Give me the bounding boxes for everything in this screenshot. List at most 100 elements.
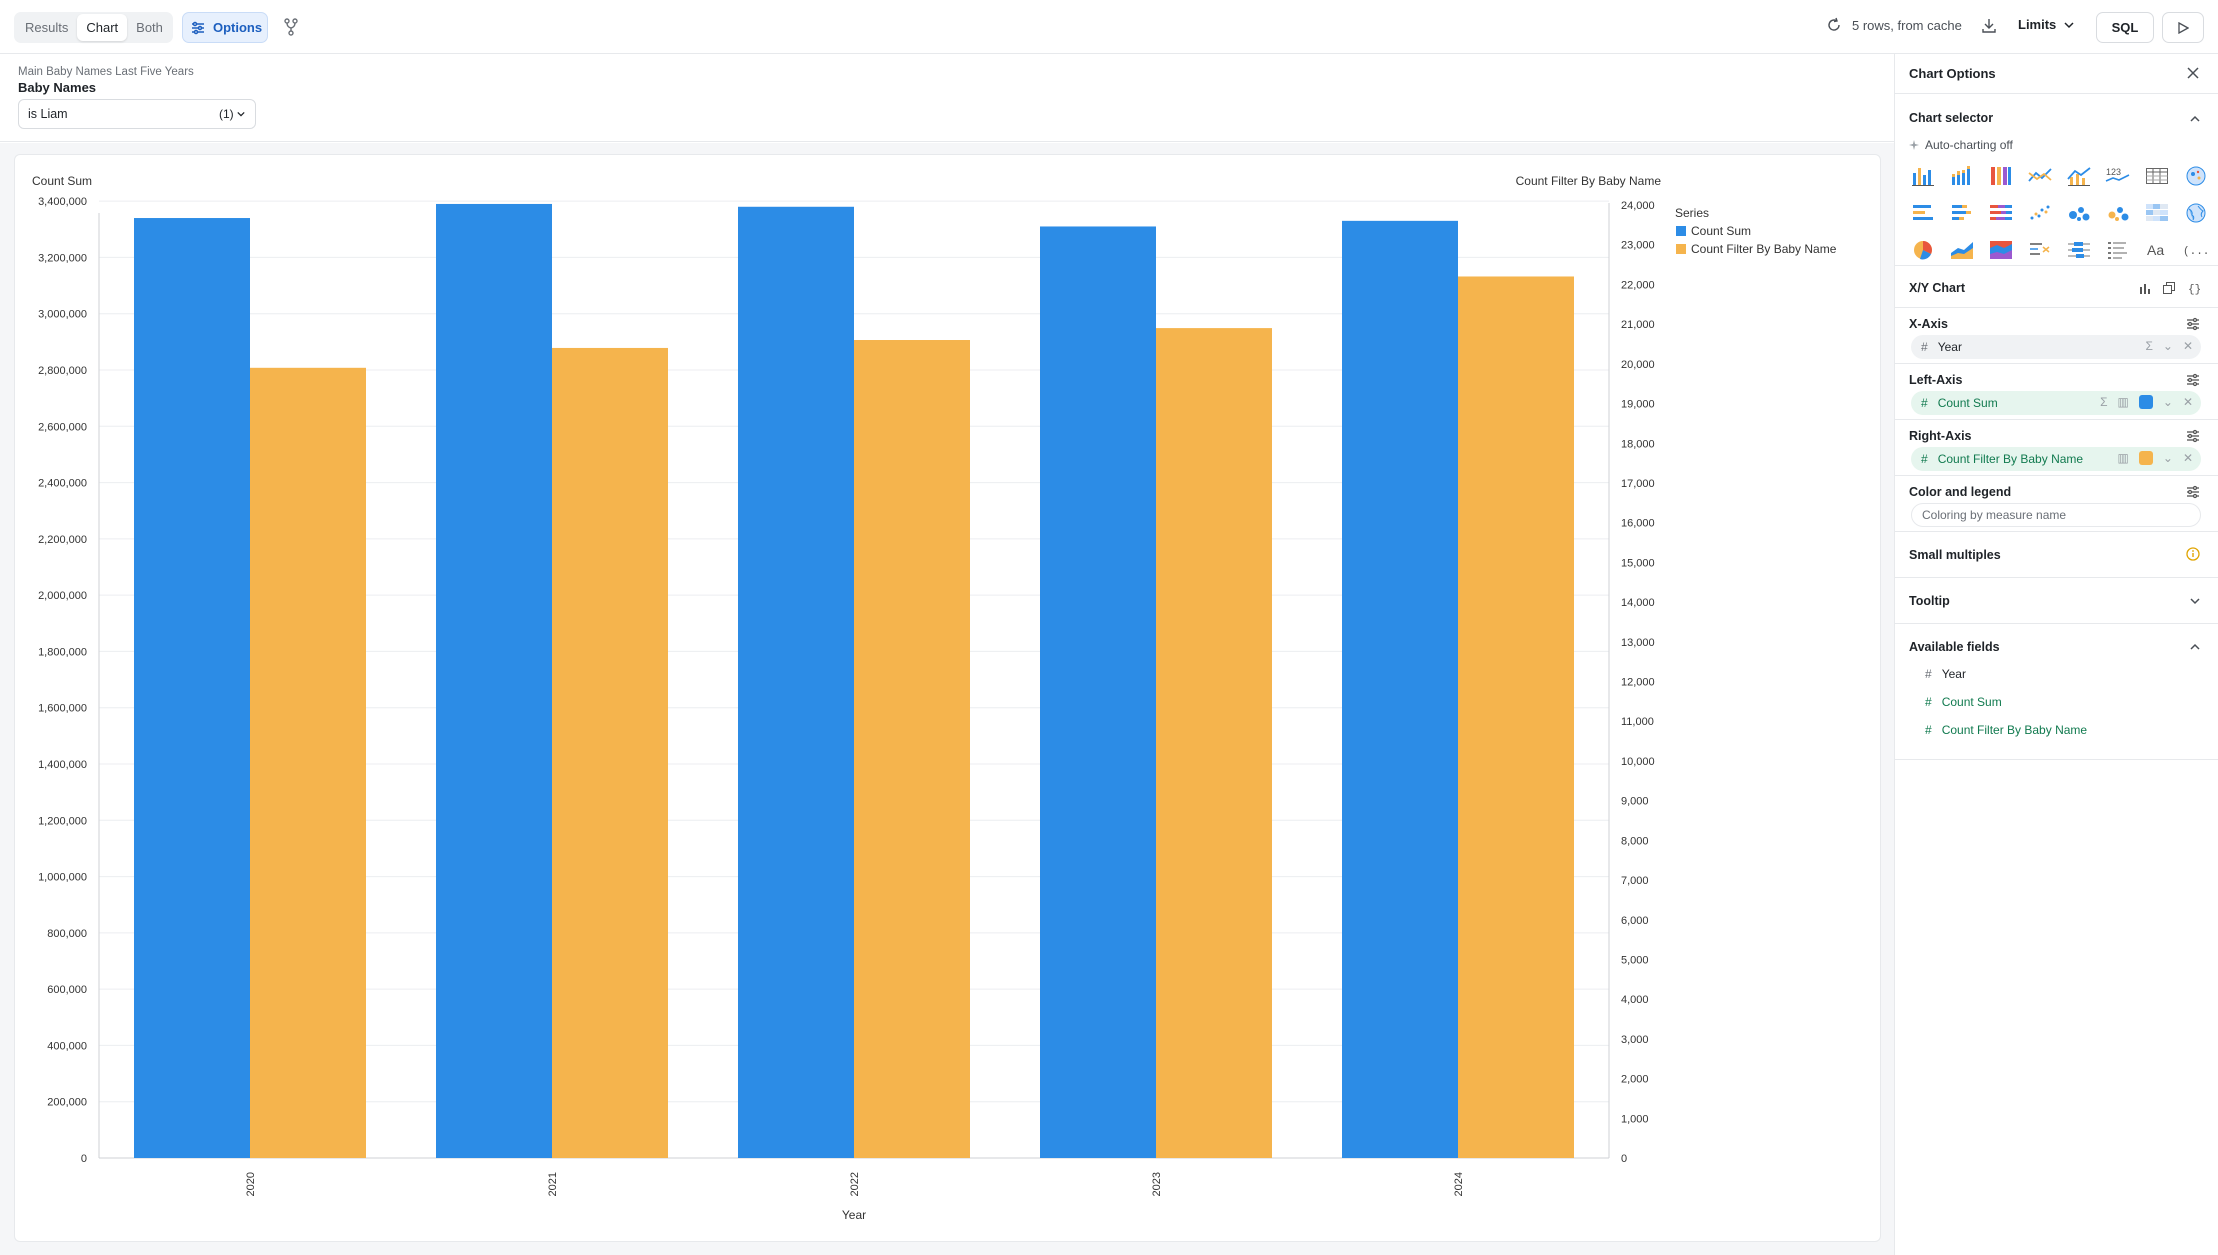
- color-legend-title: Color and legend: [1909, 485, 2012, 499]
- area-chart-icon[interactable]: [1948, 236, 1976, 264]
- code-braces-icon[interactable]: {}: [2188, 281, 2202, 295]
- chevron-down-icon: [237, 111, 245, 117]
- legend-entry: Count Sum: [1691, 224, 1751, 238]
- sliders-icon[interactable]: [2186, 485, 2200, 499]
- filter-bar: Main Baby Names Last Five Years Baby Nam…: [0, 54, 1894, 142]
- right-axis-section: Right-Axis # Count Filter By Baby Name ▥…: [1895, 420, 2218, 476]
- x-axis-tick-label: 2022: [849, 1172, 861, 1196]
- remove-icon[interactable]: ✕: [2182, 339, 2193, 353]
- globe-icon[interactable]: [2182, 199, 2210, 227]
- text-icon[interactable]: Aa: [2143, 236, 2171, 264]
- x-axis-section: X-Axis # Year Σ ⌄ ✕: [1895, 308, 2218, 364]
- info-icon[interactable]: [2186, 547, 2200, 561]
- remove-icon[interactable]: ✕: [2182, 451, 2193, 465]
- left-axis-tick-label: 3,200,000: [38, 252, 87, 264]
- right-axis-tick-label: 18,000: [1621, 438, 1655, 450]
- options-button[interactable]: Options: [182, 12, 268, 43]
- tab-both[interactable]: Both: [136, 20, 163, 35]
- chevron-up-icon[interactable]: [2190, 114, 2200, 124]
- available-field-count-filter[interactable]: # Count Filter By Baby Name: [1925, 723, 2088, 737]
- sankey-list-icon[interactable]: [2026, 236, 2054, 264]
- sliders-icon[interactable]: [2186, 373, 2200, 387]
- bubble-multi-icon[interactable]: [2104, 199, 2132, 227]
- top-toolbar: Results Chart Both Options 5 rows, from …: [0, 0, 2218, 54]
- legend-swatch: [1676, 226, 1686, 236]
- right-axis-title: Count Filter By Baby Name: [1516, 174, 1662, 188]
- right-axis-tick-label: 14,000: [1621, 597, 1655, 609]
- color-by-placeholder: Coloring by measure name: [1922, 508, 2067, 522]
- chart-selector-title: Chart selector: [1909, 111, 1994, 125]
- color-by-input[interactable]: Coloring by measure name: [1911, 503, 2201, 527]
- sliders-icon[interactable]: [2186, 429, 2200, 443]
- chevron-down-icon[interactable]: ⌄: [2162, 451, 2173, 465]
- series-color-swatch[interactable]: [2138, 451, 2153, 465]
- bar-icon[interactable]: ▥: [2117, 395, 2129, 409]
- available-field-year[interactable]: # Year: [1925, 667, 1966, 681]
- right-axis-tick-label: 22,000: [1621, 279, 1655, 291]
- sigma-icon[interactable]: Σ: [2145, 339, 2153, 353]
- limits-dropdown[interactable]: Limits: [2018, 17, 2074, 32]
- bar-icon[interactable]: [2138, 281, 2152, 295]
- geo-map-icon[interactable]: [2182, 162, 2210, 190]
- heatmap-icon[interactable]: [2143, 199, 2171, 227]
- bubble-icon[interactable]: [2065, 199, 2093, 227]
- bar-chart: 0 200,000 400,000 600,000 800,000 1,000,000 1,…: [32, 174, 1837, 1222]
- series-color-swatch[interactable]: [2138, 395, 2153, 409]
- available-field-count-sum[interactable]: # Count Sum: [1925, 695, 2002, 709]
- legend-swatch: [1676, 244, 1686, 254]
- right-axis-tick-label: 6,000: [1621, 915, 1649, 927]
- x-axis-field-pill[interactable]: # Year Σ ⌄ ✕: [1911, 335, 2201, 359]
- chevron-down-icon[interactable]: ⌄: [2162, 339, 2173, 353]
- chevron-down-icon[interactable]: ⌄: [2162, 395, 2173, 409]
- stacked-area-icon[interactable]: [1987, 236, 2015, 264]
- close-icon[interactable]: [2186, 66, 2200, 80]
- right-axis-field-pill[interactable]: # Count Filter By Baby Name ▥ ⌄ ✕: [1911, 447, 2201, 471]
- run-button[interactable]: [2162, 12, 2204, 43]
- bar-icon[interactable]: ▥: [2117, 451, 2129, 465]
- stacked-horizontal-bar-icon[interactable]: [1948, 199, 1976, 227]
- left-axis-tick-label: 3,400,000: [38, 196, 87, 208]
- x-axis-title: Year: [842, 1208, 866, 1222]
- right-axis-tick-label: 2,000: [1621, 1074, 1649, 1086]
- tab-results[interactable]: Results: [25, 20, 69, 35]
- filter-value-select[interactable]: is Liam (1): [18, 99, 256, 129]
- percent-horizontal-bar-icon[interactable]: [1987, 199, 2015, 227]
- list-icon[interactable]: [2104, 236, 2132, 264]
- horizontal-bar-icon[interactable]: [1909, 199, 1937, 227]
- right-axis-tick-label: 12,000: [1621, 677, 1655, 689]
- tooltip-section: Tooltip: [1895, 578, 2218, 624]
- refresh-icon[interactable]: [1826, 17, 1842, 33]
- line-chart-icon[interactable]: [2026, 162, 2054, 190]
- scatter-icon[interactable]: [2026, 199, 2054, 227]
- auto-charting-label: Auto-charting off: [1925, 138, 2013, 152]
- fork-icon[interactable]: [281, 17, 301, 37]
- chevron-down-icon[interactable]: [2190, 596, 2200, 606]
- download-icon[interactable]: [1980, 17, 1998, 35]
- x-axis-tick-label: 2020: [245, 1172, 257, 1196]
- pie-chart-icon[interactable]: [1909, 236, 1937, 264]
- stacked-bar-icon[interactable]: [1948, 162, 1976, 190]
- auto-charting-toggle[interactable]: Auto-charting off: [1909, 138, 2013, 152]
- copy-icon[interactable]: [2162, 281, 2176, 295]
- big-number-icon[interactable]: 123: [2104, 162, 2132, 190]
- tab-chart[interactable]: Chart: [77, 14, 128, 41]
- chart-card: 0 200,000 400,000 600,000 800,000 1,000,000 1,…: [14, 154, 1881, 1242]
- boxplot-icon[interactable]: [2065, 236, 2093, 264]
- heat-bar-icon[interactable]: [1987, 162, 2015, 190]
- right-axis-tick-label: 11,000: [1621, 716, 1654, 728]
- left-axis-field-pill[interactable]: # Count Sum Σ ▥ ⌄ ✕: [1911, 391, 2201, 415]
- sigma-icon[interactable]: Σ: [2100, 395, 2108, 409]
- chevron-up-icon[interactable]: [2190, 642, 2200, 652]
- custom-code-icon[interactable]: (...): [2182, 236, 2210, 264]
- cache-label: 5 rows, from cache: [1852, 17, 1962, 33]
- chart-type-grid: 123 Aa (...): [1909, 162, 2218, 273]
- sliders-icon[interactable]: [2186, 317, 2200, 331]
- right-axis-tick-label: 24,000: [1621, 200, 1655, 212]
- left-axis-tick-label: 3,000,000: [38, 309, 87, 321]
- combo-chart-icon[interactable]: [2065, 162, 2093, 190]
- bar-chart-icon[interactable]: [1909, 162, 1937, 190]
- table-icon[interactable]: [2143, 162, 2171, 190]
- sql-button[interactable]: SQL: [2096, 12, 2154, 43]
- bar-count-sum: [436, 203, 552, 1158]
- remove-icon[interactable]: ✕: [2182, 395, 2193, 409]
